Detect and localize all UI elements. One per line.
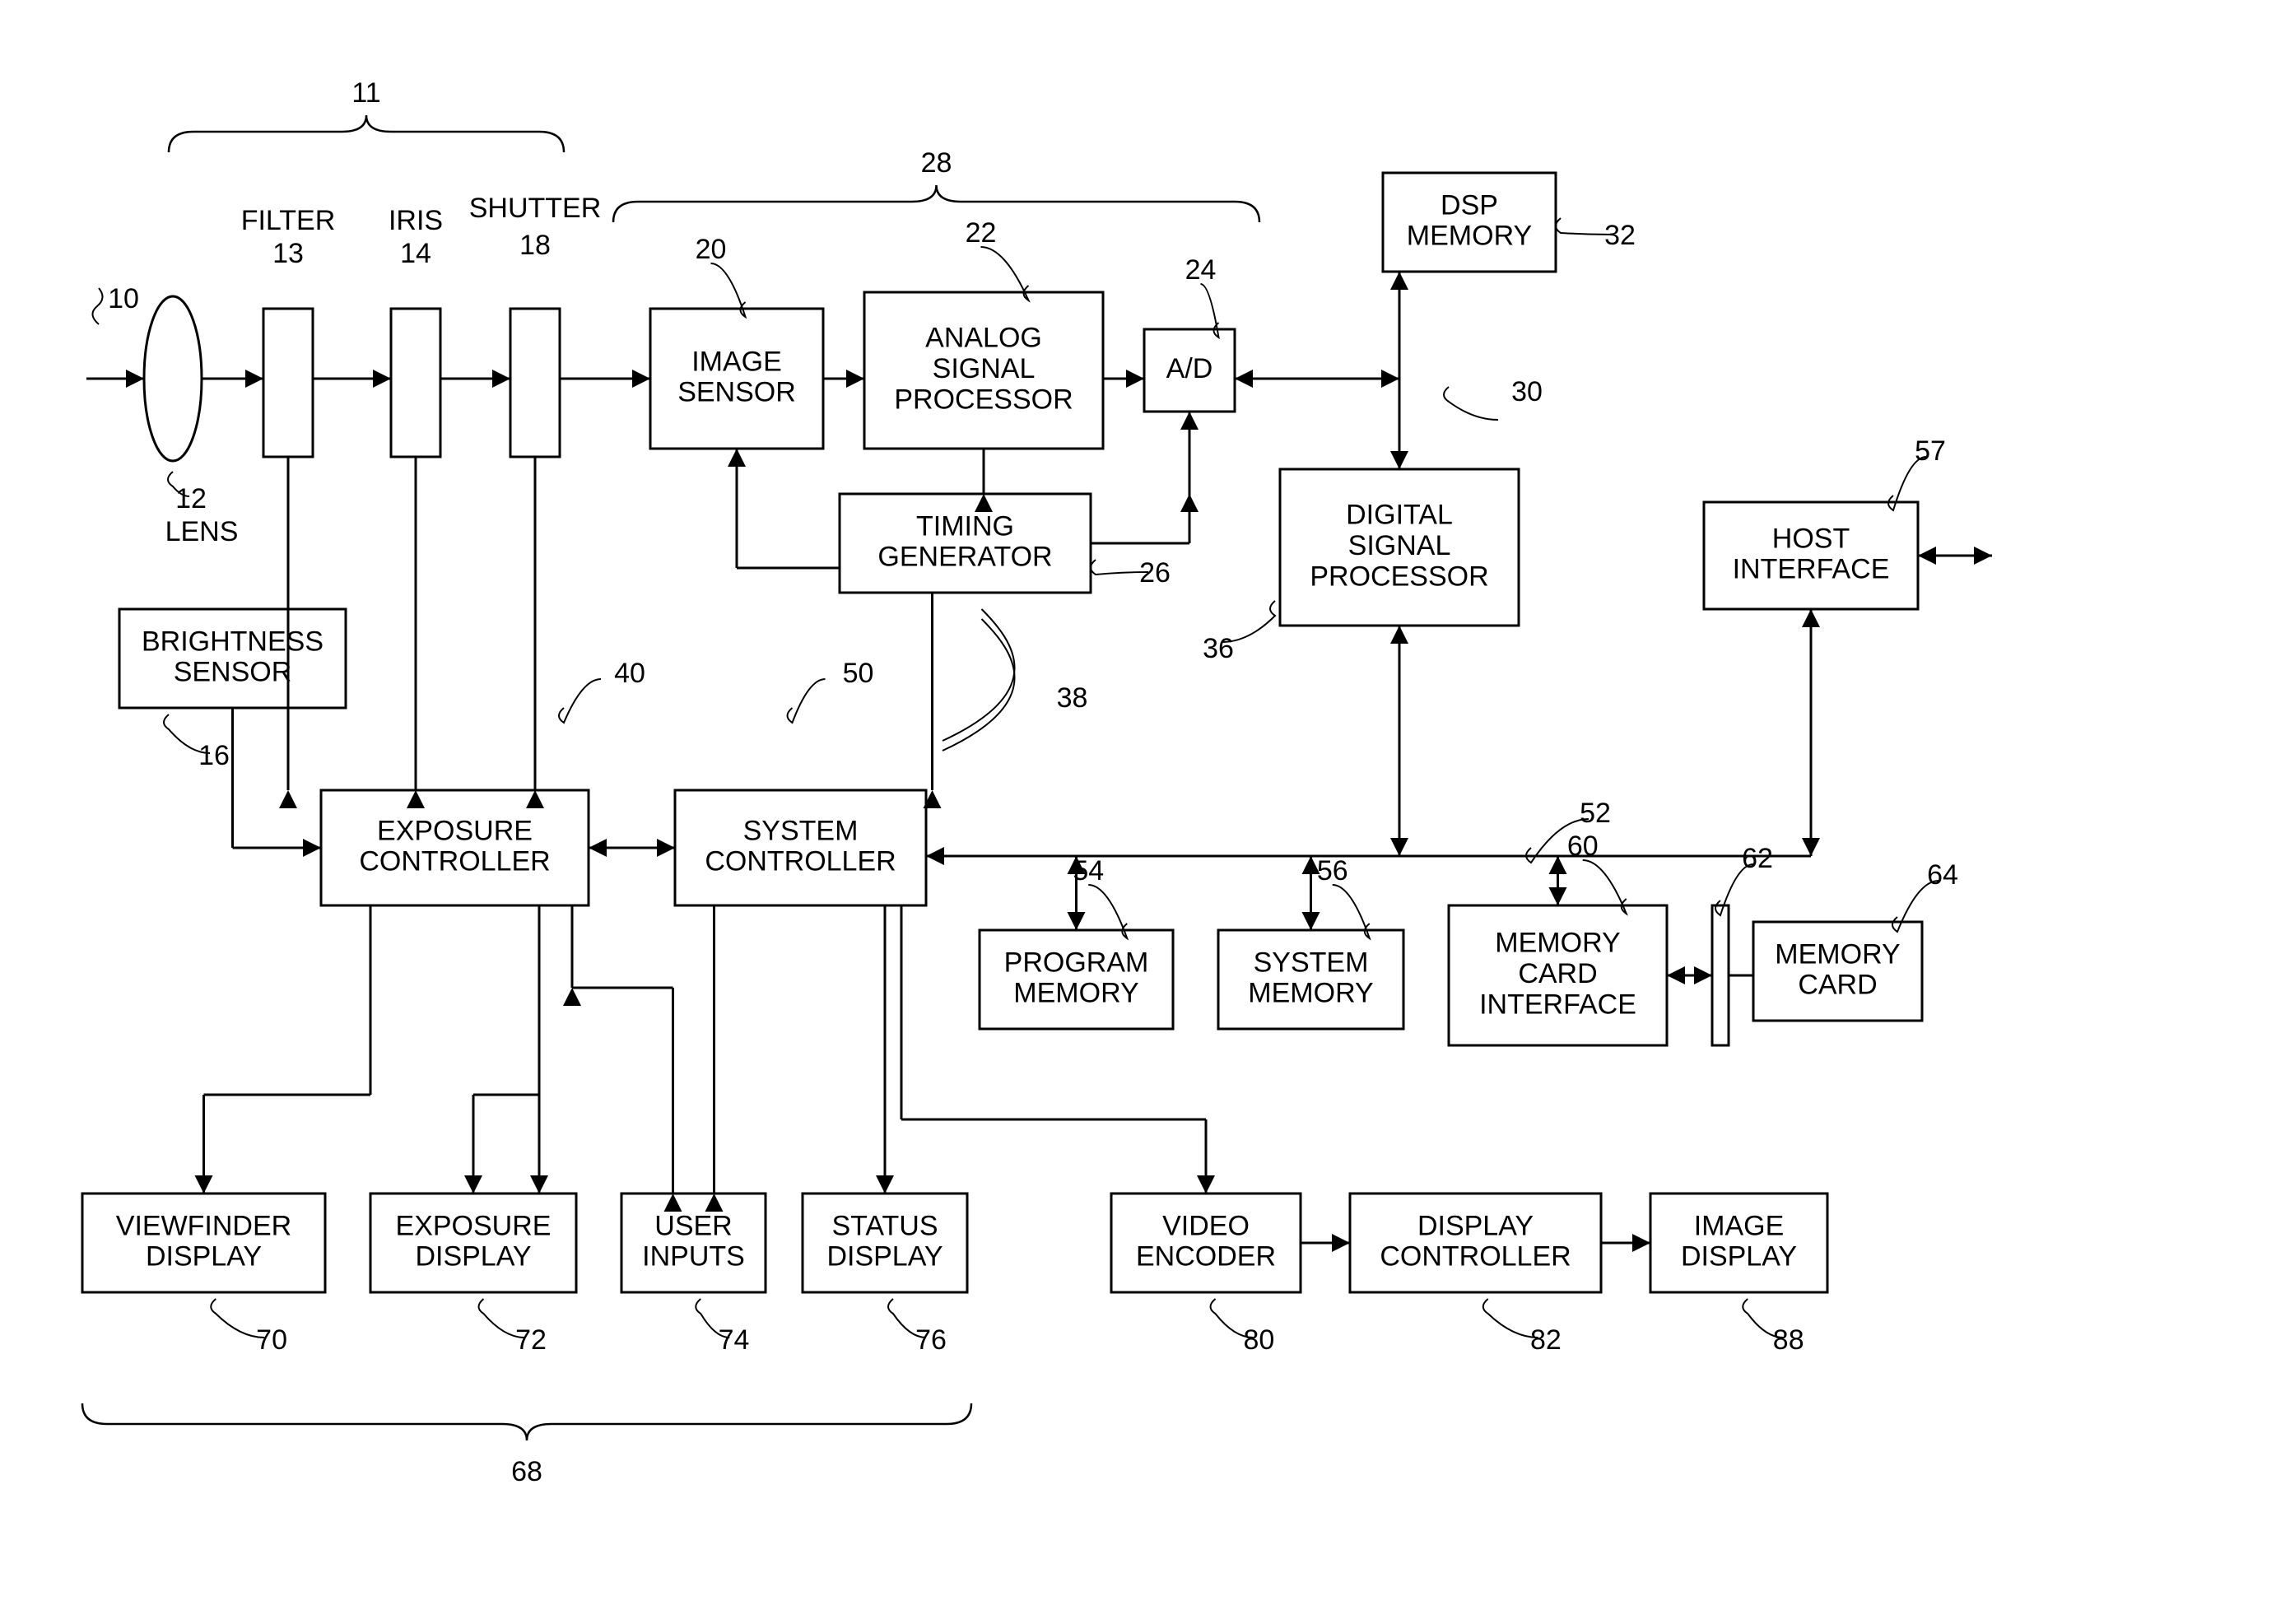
host_interface-label: INTERFACE [1733, 554, 1890, 585]
ref-88: 88 [1773, 1324, 1804, 1356]
video_encoder-label: ENCODER [1136, 1241, 1276, 1273]
brightness_sensor-label: SENSOR [174, 657, 292, 688]
memory_card_interface-label: CARD [1518, 958, 1597, 989]
ref-57: 57 [1915, 435, 1946, 467]
system_controller-label: CONTROLLER [705, 846, 896, 877]
ref-28: 28 [921, 147, 952, 179]
adc-label: A/D [1166, 353, 1213, 384]
exposure_controller-label: EXPOSURE [377, 815, 533, 846]
ref-82: 82 [1530, 1324, 1562, 1356]
program_memory-label: PROGRAM [1004, 947, 1149, 978]
ref-38: 38 [1057, 682, 1088, 714]
brightness_sensor-label: BRIGHTNESS [142, 626, 323, 657]
digital_signal_processor-label: PROCESSOR [1310, 561, 1488, 592]
program_memory-label: MEMORY [1013, 978, 1138, 1009]
image_display-label: IMAGE [1694, 1210, 1785, 1241]
memory_card-label: CARD [1798, 970, 1877, 1001]
ref-50: 50 [843, 658, 874, 689]
system_memory-label: MEMORY [1248, 978, 1373, 1009]
system_controller-label: SYSTEM [743, 815, 859, 846]
timing_generator-label: GENERATOR [877, 542, 1052, 573]
filter-rect [263, 309, 313, 457]
video_encoder-label: VIDEO [1162, 1210, 1250, 1241]
memory_card_interface-label: MEMORY [1495, 928, 1620, 959]
ref-14: 14 [400, 238, 431, 269]
exposure_display-label: DISPLAY [415, 1241, 531, 1273]
memory_card-label: MEMORY [1775, 938, 1900, 970]
ref-24: 24 [1185, 254, 1217, 286]
iris-label: IRIS [389, 205, 443, 236]
dsp_memory-label: MEMORY [1407, 221, 1532, 252]
memory_card_interface-label: INTERFACE [1479, 989, 1636, 1020]
digital_signal_processor-label: SIGNAL [1348, 530, 1451, 561]
ref-12: 12 [175, 483, 207, 514]
ref-64: 64 [1927, 859, 1958, 891]
ref-62: 62 [1742, 843, 1773, 874]
block-diagram: 1012LENSFILTER13IRIS14SHUTTER18IMAGESENS… [0, 0, 2290, 1624]
ref-32: 32 [1604, 220, 1636, 251]
ref-20: 20 [696, 234, 727, 265]
ref-11: 11 [351, 77, 380, 109]
ref-36: 36 [1203, 633, 1234, 664]
system_memory-label: SYSTEM [1254, 947, 1369, 978]
ref-22: 22 [966, 217, 997, 249]
ref-26: 26 [1139, 557, 1171, 589]
ref-13: 13 [272, 238, 304, 269]
ref-52: 52 [1580, 798, 1611, 829]
lens-word: LENS [165, 516, 239, 547]
shutter-label: SHUTTER [469, 193, 602, 224]
viewfinder_display-label: DISPLAY [146, 1241, 262, 1273]
exposure_controller-label: CONTROLLER [359, 846, 550, 877]
dsp_memory-label: DSP [1441, 189, 1498, 221]
display_controller-label: CONTROLLER [1380, 1241, 1571, 1273]
ref-76: 76 [915, 1324, 947, 1356]
analog_signal_processor-label: PROCESSOR [894, 384, 1073, 415]
user_inputs-label: USER [654, 1210, 732, 1241]
ref-80: 80 [1243, 1324, 1274, 1356]
ref-70: 70 [256, 1324, 287, 1356]
ref-56: 56 [1317, 855, 1348, 886]
user_inputs-label: INPUTS [642, 1241, 745, 1273]
ref-40: 40 [614, 658, 645, 689]
analog_signal_processor-label: SIGNAL [933, 353, 1036, 384]
ref-18: 18 [519, 230, 551, 261]
ref-72: 72 [515, 1324, 547, 1356]
card-connector [1712, 905, 1729, 1045]
timing_generator-label: TIMING [916, 510, 1014, 542]
ref-16: 16 [198, 740, 230, 771]
display_controller-label: DISPLAY [1417, 1210, 1534, 1241]
ref-68: 68 [511, 1456, 542, 1487]
image_sensor-label: SENSOR [677, 377, 796, 408]
status_display-label: STATUS [831, 1210, 938, 1241]
analog_signal_processor-label: ANALOG [925, 323, 1042, 354]
filter-label: FILTER [241, 205, 336, 236]
ref-74: 74 [719, 1324, 750, 1356]
exposure_display-label: EXPOSURE [396, 1210, 552, 1241]
status_display-label: DISPLAY [826, 1241, 943, 1273]
shutter-rect [510, 309, 560, 457]
lens-shape [144, 296, 202, 461]
iris-rect [391, 309, 440, 457]
digital_signal_processor-label: DIGITAL [1346, 500, 1453, 531]
image_sensor-label: IMAGE [691, 346, 782, 377]
ref-10: 10 [108, 283, 139, 314]
image_display-label: DISPLAY [1681, 1241, 1797, 1273]
viewfinder_display-label: VIEWFINDER [116, 1210, 291, 1241]
host_interface-label: HOST [1772, 523, 1850, 554]
ref-30: 30 [1511, 376, 1543, 407]
